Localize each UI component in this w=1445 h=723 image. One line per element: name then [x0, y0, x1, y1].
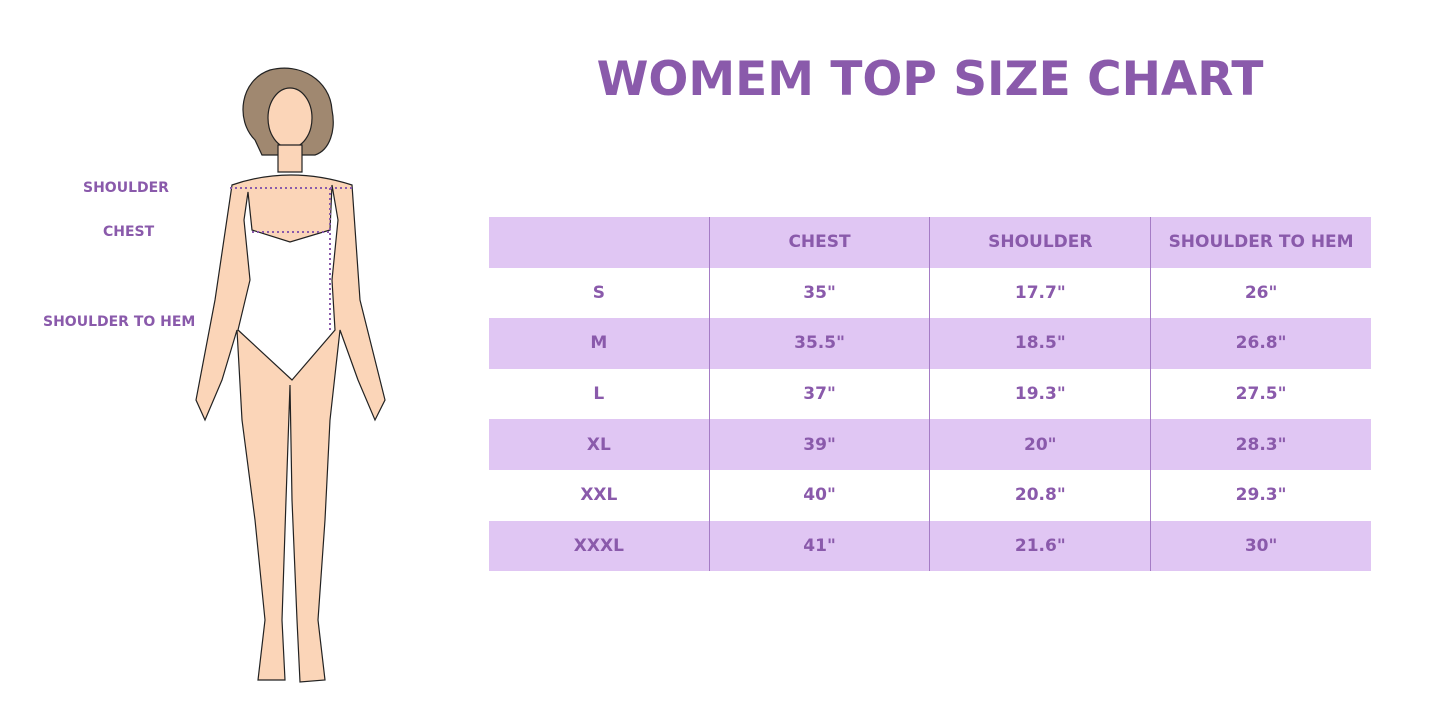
header-chest: CHEST [708, 217, 930, 268]
table-row: XXXL 41" 21.6" 30" [489, 520, 1371, 572]
shoulder-to-hem-label: SHOULDER TO HEM [43, 314, 196, 330]
shoulder-to-hem-cell: 26" [1150, 267, 1371, 319]
size-table: CHEST SHOULDER SHOULDER TO HEM S 35" 17.… [489, 217, 1371, 572]
shoulder-label: SHOULDER [83, 180, 169, 196]
size-cell: XXL [580, 485, 618, 506]
shoulder-cell: 20.8" [929, 469, 1151, 521]
chest-cell: 37" [708, 368, 930, 420]
body [195, 174, 386, 683]
header-shoulder: SHOULDER [929, 217, 1151, 268]
size-cell: XL [489, 419, 710, 470]
table-row: M 35.5" 18.5" 26.8" [489, 318, 1371, 369]
shoulder-to-hem-cell: 28.3" [1150, 419, 1371, 470]
chest-label: CHEST [103, 224, 155, 240]
chest-cell: 41" [708, 520, 930, 572]
shoulder-to-hem-cell: 26.8" [1150, 318, 1371, 369]
table-header-row: CHEST SHOULDER SHOULDER TO HEM [489, 217, 1371, 268]
shoulder-cell: 19.3" [929, 368, 1151, 420]
table-row: S 35" 17.7" 26" [489, 267, 1371, 319]
table-row: XL 39" 20" 28.3" [489, 419, 1371, 470]
chest-cell: 35" [708, 267, 930, 319]
table-row: L 37" 19.3" 27.5" [489, 368, 1371, 420]
size-cell: M [489, 318, 710, 369]
chest-cell: 35.5" [708, 318, 930, 369]
face [267, 87, 313, 149]
size-cell: S [592, 282, 605, 303]
shoulder-cell: 18.5" [929, 318, 1151, 369]
shoulder-cell: 21.6" [929, 520, 1151, 572]
shoulder-cell: 17.7" [929, 267, 1151, 319]
shoulder-cell: 20" [929, 419, 1151, 470]
shoulder-to-hem-cell: 29.3" [1150, 469, 1371, 521]
size-cell: L [593, 384, 605, 405]
size-cell: XXXL [489, 520, 710, 572]
header-shoulder-to-hem: SHOULDER TO HEM [1150, 217, 1371, 268]
neck [277, 144, 303, 173]
bodysuit [237, 184, 339, 381]
chest-cell: 39" [708, 419, 930, 470]
woman-figure-illustration [195, 67, 386, 683]
shoulder-to-hem-cell: 30" [1150, 520, 1371, 572]
chest-cell: 40" [708, 469, 930, 521]
shoulder-to-hem-cell: 27.5" [1150, 368, 1371, 420]
page-title: WOMEM TOP SIZE CHART [596, 52, 1264, 107]
header-size [489, 217, 710, 268]
table-row: XXL 40" 20.8" 29.3" [489, 469, 1371, 521]
